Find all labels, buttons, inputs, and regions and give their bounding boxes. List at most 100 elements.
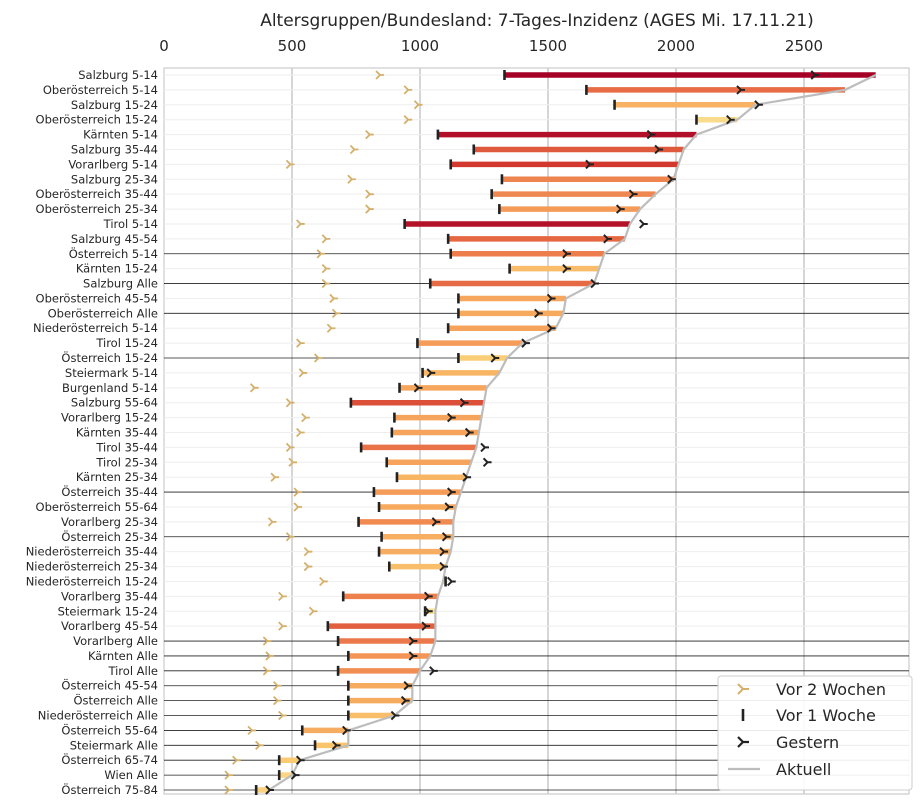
marker-two-weeks bbox=[293, 487, 303, 497]
marker-yesterday bbox=[603, 234, 612, 244]
category-label: Österreich 35-44 bbox=[61, 483, 158, 499]
marker-yesterday bbox=[342, 725, 351, 736]
marker-yesterday bbox=[628, 189, 638, 199]
legend-label: Aktuell bbox=[776, 760, 831, 779]
marker-yesterday bbox=[562, 263, 571, 274]
legend-icon-two-weeks bbox=[737, 683, 749, 695]
marker-yesterday bbox=[639, 219, 648, 229]
marker-yesterday bbox=[426, 368, 436, 378]
marker-yesterday bbox=[403, 681, 413, 691]
category-label: Österreich 5-14 bbox=[69, 245, 158, 261]
x-tick-labels: 0 500 1000 1500 2000 2500 bbox=[159, 37, 823, 55]
bars bbox=[256, 72, 876, 793]
category-label: Kärnten 35-44 bbox=[76, 426, 158, 440]
legend-label: Vor 1 Woche bbox=[776, 706, 876, 725]
marker-two-weeks bbox=[285, 442, 295, 453]
category-label: Salzburg 35-44 bbox=[71, 142, 158, 156]
marker-two-weeks bbox=[403, 85, 413, 95]
category-label: Österreich 65-74 bbox=[61, 751, 158, 767]
marker-two-weeks bbox=[413, 100, 423, 110]
marker-two-weeks bbox=[298, 368, 308, 378]
marker-two-weeks bbox=[249, 383, 259, 393]
marker-yesterday bbox=[441, 532, 451, 542]
marker-yesterday bbox=[736, 85, 745, 95]
category-label: Tirol Alle bbox=[107, 664, 158, 678]
marker-two-weeks bbox=[293, 502, 303, 512]
category-label: Tirol 5-14 bbox=[103, 217, 158, 231]
marker-yesterday bbox=[423, 591, 433, 602]
category-label: Österreich 75-84 bbox=[61, 781, 158, 797]
marker-yesterday bbox=[423, 606, 433, 616]
x-tick-label: 1500 bbox=[529, 37, 567, 55]
legend-frame bbox=[717, 675, 913, 791]
category-label: Vorarlberg Alle bbox=[73, 634, 158, 648]
category-label: Burgenland 5-14 bbox=[62, 381, 158, 395]
category-label: Salzburg Alle bbox=[83, 277, 158, 291]
marker-two-weeks bbox=[403, 115, 413, 125]
category-label: Österreich 45-54 bbox=[61, 677, 158, 693]
category-label: Steiermark 5-14 bbox=[65, 366, 158, 380]
marker-two-weeks bbox=[296, 219, 305, 229]
category-label: Vorarlberg 45-54 bbox=[61, 619, 158, 633]
category-label: Tirol 15-24 bbox=[95, 336, 158, 350]
marker-two-weeks bbox=[321, 234, 331, 244]
category-label: Oberösterreich 15-24 bbox=[36, 113, 158, 127]
marker-yesterday bbox=[667, 174, 676, 184]
category-label: Steiermark Alle bbox=[70, 738, 158, 752]
marker-yesterday bbox=[390, 710, 400, 721]
category-label: Niederösterreich 15-24 bbox=[26, 574, 158, 588]
marker-two-weeks bbox=[285, 159, 295, 170]
category-label: Vorarlberg 15-24 bbox=[61, 411, 158, 425]
marker-yesterday bbox=[546, 323, 556, 333]
marker-yesterday bbox=[439, 546, 449, 557]
category-label: Vorarlberg 25-34 bbox=[61, 515, 158, 529]
category-label: Niederösterreich Alle bbox=[38, 709, 158, 723]
x-tick-label: 2000 bbox=[657, 37, 695, 55]
marker-yesterday bbox=[480, 442, 489, 453]
marker-two-weeks bbox=[296, 338, 305, 348]
marker-yesterday bbox=[265, 785, 274, 795]
marker-two-weeks bbox=[365, 129, 374, 140]
marker-two-weeks bbox=[273, 695, 282, 706]
current-polyline bbox=[268, 74, 877, 791]
marker-yesterday bbox=[726, 114, 735, 125]
marker-two-weeks bbox=[262, 636, 272, 646]
category-label: Wien Alle bbox=[104, 768, 158, 782]
marker-yesterday bbox=[408, 636, 418, 646]
marker-two-weeks bbox=[319, 576, 328, 587]
category-label: Österreich 15-24 bbox=[61, 349, 158, 365]
category-label: Vorarlberg 5-14 bbox=[68, 157, 158, 171]
marker-yesterday bbox=[754, 100, 763, 110]
legend-label: Vor 2 Wochen bbox=[776, 680, 886, 699]
marker-two-weeks bbox=[301, 412, 310, 423]
marker-two-weeks bbox=[303, 561, 313, 572]
marker-two-weeks bbox=[308, 606, 318, 616]
marker-yesterday bbox=[482, 457, 492, 467]
category-label: Salzburg 55-64 bbox=[71, 396, 158, 410]
marker-two-weeks bbox=[349, 144, 359, 155]
marker-two-weeks bbox=[285, 398, 295, 408]
marker-yesterday bbox=[447, 487, 456, 497]
category-label: Niederösterreich 5-14 bbox=[33, 321, 158, 335]
marker-yesterday bbox=[447, 576, 456, 587]
category-label: Salzburg 25-34 bbox=[71, 172, 158, 186]
marker-two-weeks bbox=[278, 710, 287, 721]
marker-yesterday bbox=[421, 621, 431, 631]
x-tick-label: 2500 bbox=[785, 37, 823, 55]
marker-two-weeks bbox=[316, 249, 326, 259]
marker-yesterday bbox=[585, 159, 594, 170]
marker-two-weeks bbox=[278, 591, 287, 601]
marker-yesterday bbox=[439, 561, 449, 572]
marker-two-weeks bbox=[247, 725, 257, 736]
category-label: Vorarlberg 35-44 bbox=[61, 589, 158, 603]
category-label: Oberösterreich 5-14 bbox=[43, 83, 158, 97]
category-label: Kärnten Alle bbox=[88, 649, 158, 663]
marker-yesterday bbox=[408, 651, 418, 661]
category-label: Oberösterreich 55-64 bbox=[36, 500, 158, 514]
marker-yesterday bbox=[534, 308, 543, 319]
category-label: Kärnten 15-24 bbox=[76, 262, 158, 276]
marker-yesterday bbox=[464, 427, 474, 438]
current-line bbox=[268, 74, 877, 791]
category-label: Oberösterreich Alle bbox=[48, 306, 158, 320]
